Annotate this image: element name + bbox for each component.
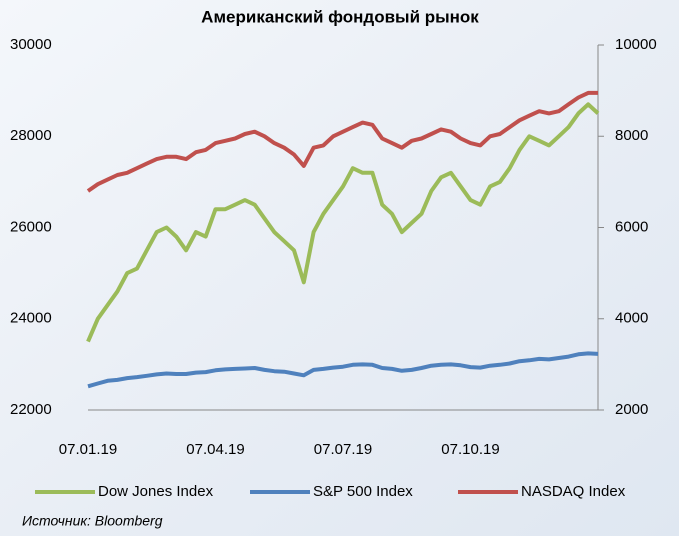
- source-note: Источник: Bloomberg: [22, 513, 163, 529]
- y2-tick-label: 8000: [615, 127, 648, 144]
- y2-tick-label: 2000: [615, 401, 648, 418]
- y-tick-label: 30000: [10, 36, 52, 53]
- x-tick-label: 07.10.19: [441, 441, 499, 458]
- x-tick-label: 07.01.19: [59, 441, 117, 458]
- legend-label: S&P 500 Index: [313, 483, 413, 500]
- y-tick-label: 26000: [10, 218, 52, 235]
- legend-label: NASDAQ Index: [521, 483, 626, 500]
- x-tick-label: 07.07.19: [314, 441, 372, 458]
- y2-tick-label: 4000: [615, 310, 648, 327]
- y-tick-label: 28000: [10, 127, 52, 144]
- y2-tick-label: 10000: [615, 36, 657, 53]
- chart-title: Американский фондовый рынок: [201, 7, 479, 26]
- y-tick-label: 24000: [10, 310, 52, 327]
- y2-tick-label: 6000: [615, 218, 648, 235]
- legend-label: Dow Jones Index: [98, 483, 214, 500]
- x-tick-label: 07.04.19: [186, 441, 244, 458]
- chart: Американский фондовый рынок Источник: Bl…: [0, 0, 679, 536]
- y-tick-label: 22000: [10, 401, 52, 418]
